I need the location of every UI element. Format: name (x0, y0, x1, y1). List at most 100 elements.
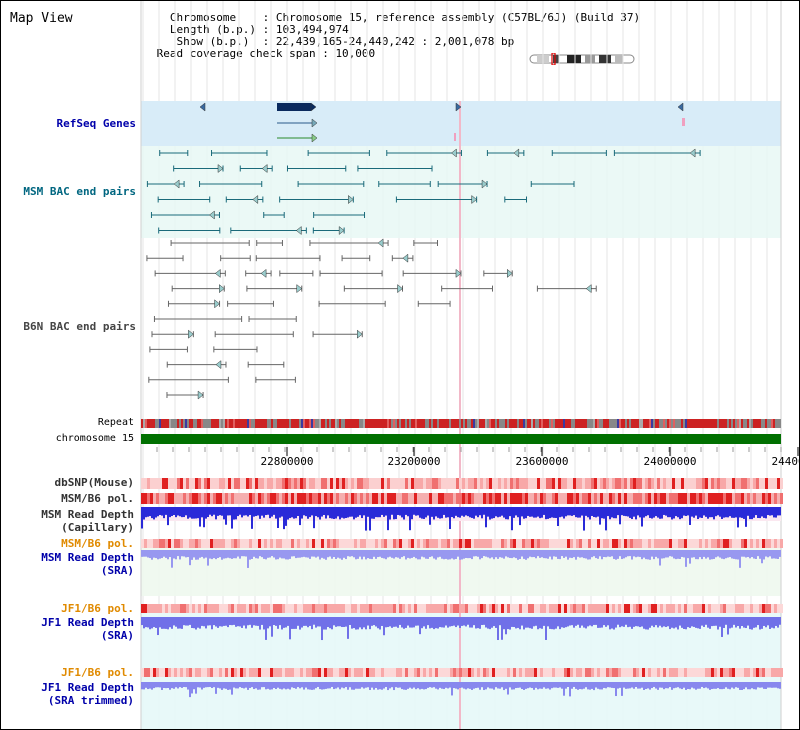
repeat-segment (315, 419, 317, 428)
heat-cell (543, 539, 546, 548)
repeat-segment (593, 419, 595, 428)
depth-bar (759, 617, 761, 630)
depth-bar (361, 682, 363, 688)
heat-cell (426, 539, 429, 548)
depth-bar (491, 507, 493, 519)
heat-cell (261, 478, 264, 489)
heat-cell (144, 539, 147, 548)
heat-cell (171, 539, 174, 548)
depth-bar (719, 617, 721, 627)
depth-bar (239, 507, 241, 515)
heat-cell (597, 478, 600, 489)
depth-bar (229, 682, 231, 690)
heat-cell (504, 539, 507, 548)
heat-cell (177, 539, 180, 548)
heat-cell (537, 493, 540, 504)
heat-cell (459, 539, 462, 548)
depth-bar (389, 682, 391, 689)
depth-bar (255, 507, 257, 517)
depth-bar (385, 507, 387, 516)
depth-bar (379, 507, 381, 518)
depth-bar (729, 617, 731, 629)
depth-bar (253, 682, 255, 690)
heat-cell (267, 493, 270, 504)
heat-cell (756, 539, 759, 548)
heat-cell (279, 493, 282, 504)
depth-bar (653, 682, 655, 687)
heat-cell (741, 478, 744, 489)
depth-bar (159, 617, 161, 628)
depth-bar (315, 682, 317, 689)
heat-cell (198, 604, 201, 613)
depth-bar (197, 617, 199, 628)
depth-bar (437, 617, 439, 629)
depth-bar (549, 682, 551, 690)
repeat-segment (177, 419, 179, 428)
depth-bar (419, 682, 421, 690)
axis-tick-label: 22800000 (261, 455, 314, 468)
heat-cell (576, 539, 579, 548)
depth-bar (579, 550, 581, 558)
depth-bar (597, 507, 599, 517)
repeat-segment (717, 419, 719, 428)
depth-bar (289, 682, 291, 690)
depth-bar (389, 550, 391, 557)
heat-cell (285, 604, 288, 613)
depth-bar (545, 550, 547, 559)
repeat-segment (575, 419, 577, 428)
heat-cell (189, 604, 192, 613)
repeat-segment (159, 419, 161, 428)
depth-bar (403, 682, 405, 690)
heat-cell (252, 604, 255, 613)
depth-bar (505, 617, 507, 635)
heat-cell (324, 604, 327, 613)
repeat-segment (485, 419, 487, 428)
info-block: Chromosome : Chromosome 15, reference as… (150, 12, 640, 60)
heat-cell (624, 668, 627, 677)
depth-bar (375, 507, 377, 518)
depth-bar (359, 682, 361, 689)
heat-cell (174, 604, 177, 613)
repeat-segment (391, 419, 393, 428)
depth-bar (681, 550, 683, 557)
depth-bar (203, 550, 205, 559)
heat-cell (249, 604, 252, 613)
depth-bar (657, 617, 659, 628)
heat-cell (345, 493, 348, 504)
depth-bar (341, 617, 343, 628)
depth-bar (413, 617, 415, 628)
repeat-segment (351, 419, 353, 428)
heat-cell (594, 478, 597, 489)
depth-bar (601, 682, 603, 690)
heat-cell (372, 539, 375, 548)
chromosome-ideogram[interactable] (529, 53, 635, 65)
repeat-segment (571, 419, 573, 428)
repeat-segment (145, 419, 147, 428)
heat-cell (234, 604, 237, 613)
depth-bar (229, 550, 231, 559)
depth-bar (731, 507, 733, 518)
depth-bar (471, 682, 473, 690)
depth-bar (493, 550, 495, 560)
depth-bar (687, 682, 689, 689)
repeat-segment (757, 419, 759, 428)
heat-cell (642, 493, 645, 504)
heat-cell (336, 478, 339, 489)
heat-cell (393, 478, 396, 489)
depth-bar (717, 617, 719, 630)
heat-cell (771, 604, 774, 613)
depth-bar (737, 617, 739, 627)
heat-cell (327, 604, 330, 613)
info-coverage-span: Read coverage check span : 10,000 (150, 47, 376, 60)
depth-bar (663, 682, 665, 690)
heat-cell (234, 493, 237, 504)
repeat-segment (515, 419, 517, 428)
depth-bar (275, 507, 277, 519)
depth-bar (571, 550, 573, 559)
heat-cell (645, 539, 648, 548)
repeat-segment (529, 419, 531, 428)
depth-bar (155, 617, 157, 628)
heat-cell (519, 493, 522, 504)
depth-bar (537, 550, 539, 557)
